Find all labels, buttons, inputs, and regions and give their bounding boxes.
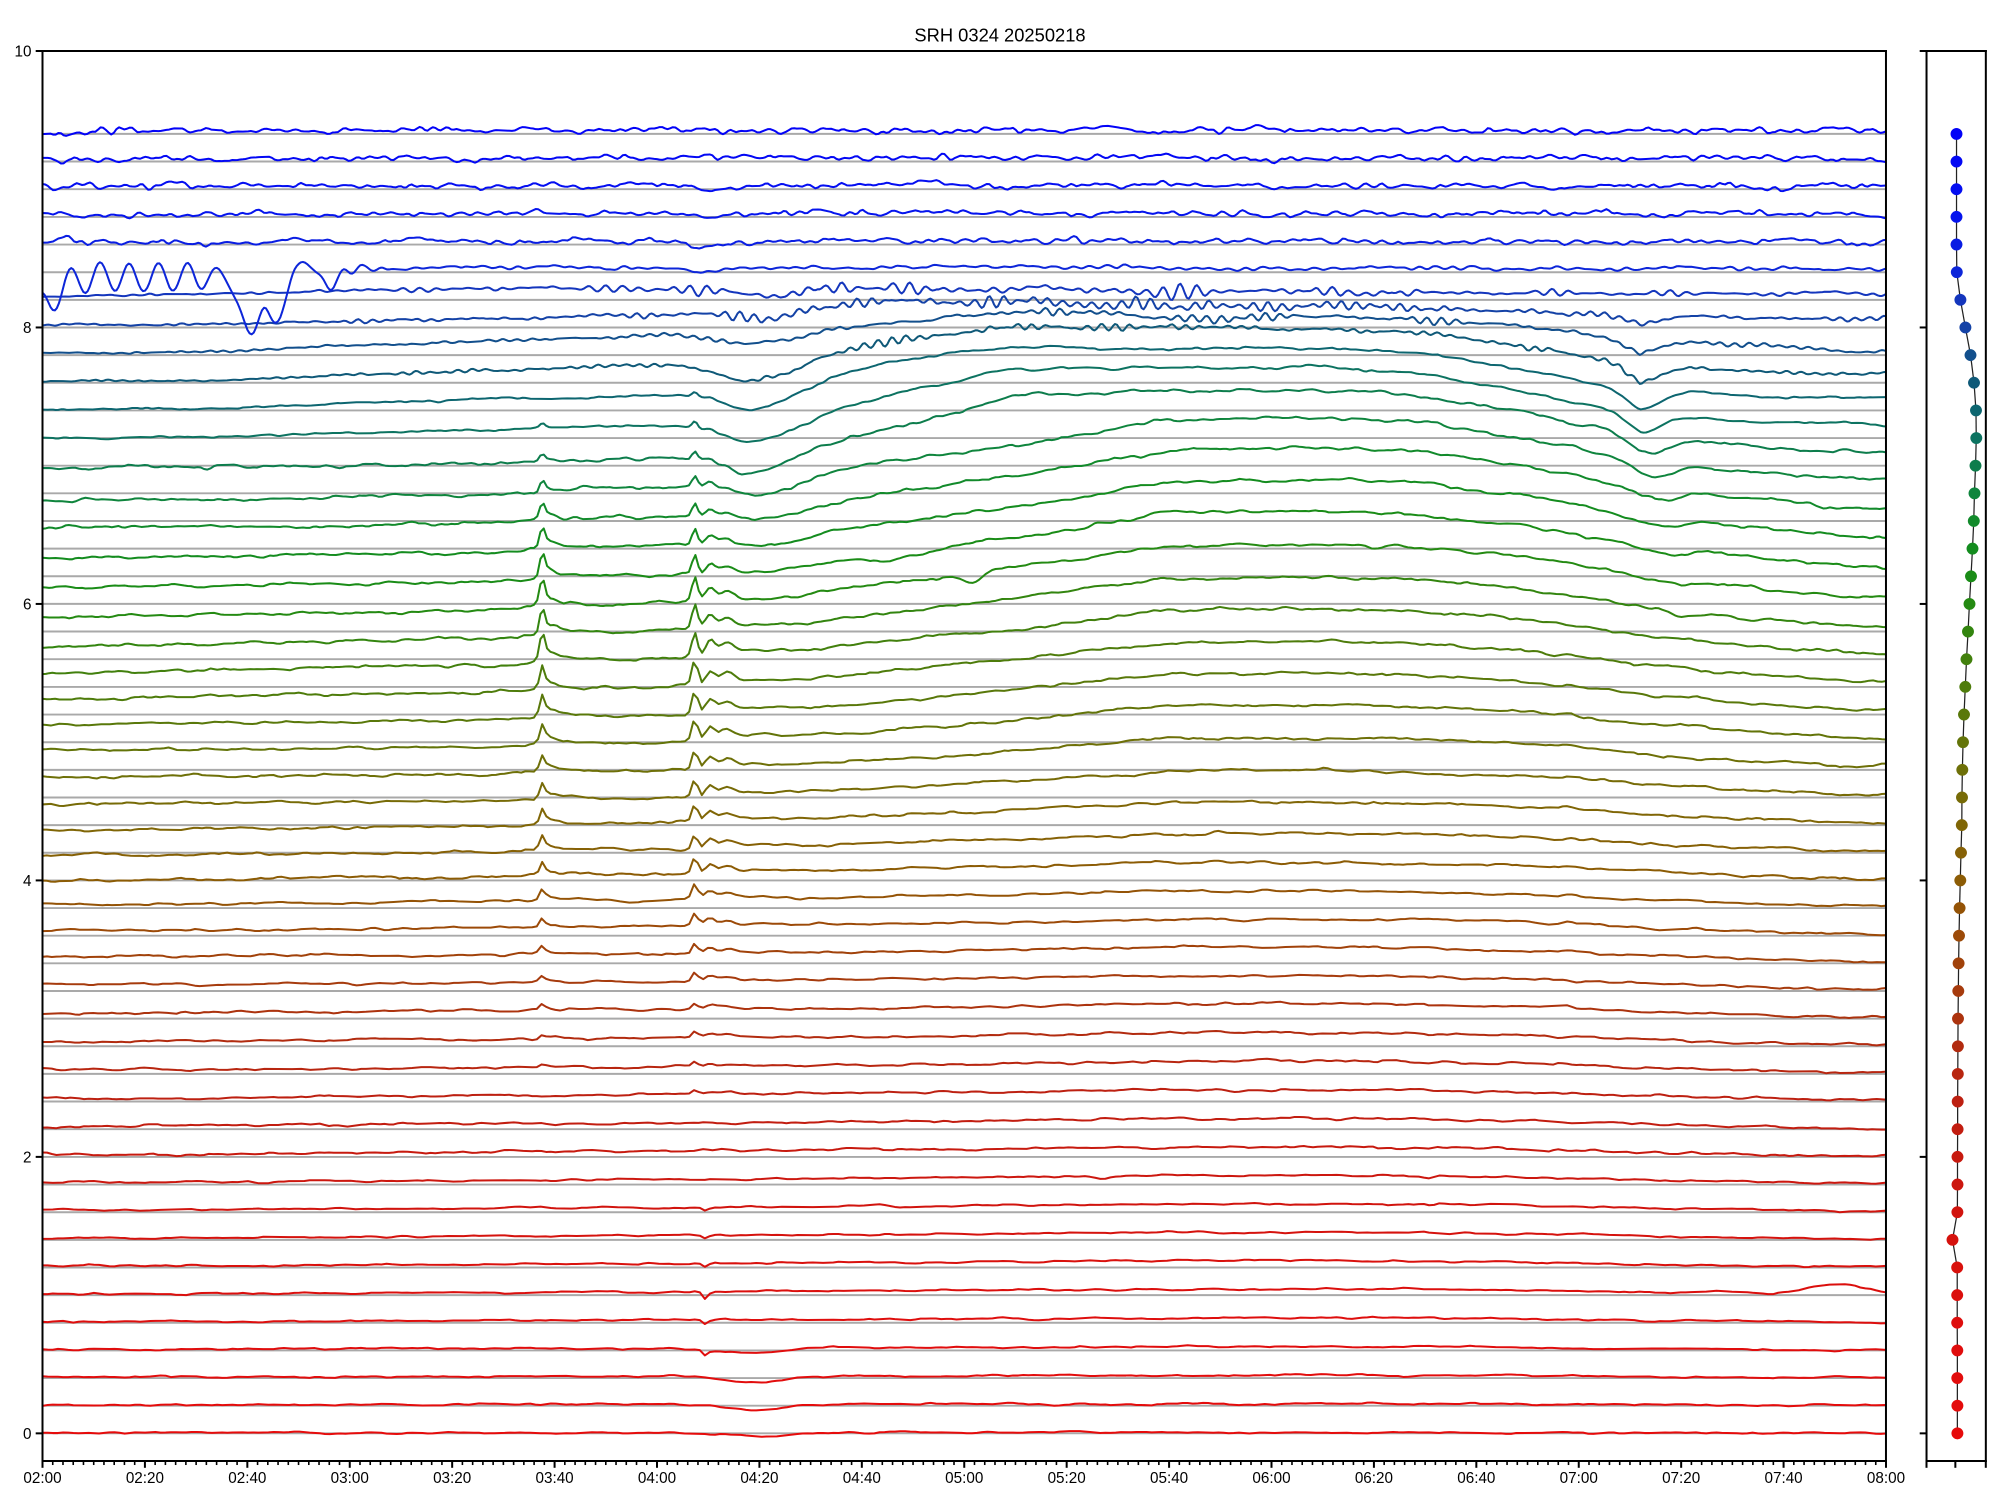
svg-text:06:20: 06:20 bbox=[1355, 1470, 1393, 1487]
svg-text:07:40: 07:40 bbox=[1764, 1470, 1802, 1487]
svg-text:06:40: 06:40 bbox=[1457, 1470, 1495, 1487]
svg-text:04:40: 04:40 bbox=[843, 1470, 881, 1487]
svg-text:0: 0 bbox=[23, 1426, 32, 1443]
svg-text:02:20: 02:20 bbox=[126, 1470, 164, 1487]
svg-text:07:00: 07:00 bbox=[1560, 1470, 1598, 1487]
svg-text:8: 8 bbox=[23, 320, 32, 337]
svg-text:06:00: 06:00 bbox=[1252, 1470, 1290, 1487]
svg-text:03:20: 03:20 bbox=[433, 1470, 471, 1487]
svg-text:02:00: 02:00 bbox=[23, 1470, 61, 1487]
svg-text:05:00: 05:00 bbox=[945, 1470, 983, 1487]
svg-text:02:40: 02:40 bbox=[228, 1470, 266, 1487]
svg-text:04:00: 04:00 bbox=[638, 1470, 676, 1487]
svg-text:05:20: 05:20 bbox=[1048, 1470, 1086, 1487]
svg-text:10: 10 bbox=[15, 44, 32, 61]
svg-text:07:20: 07:20 bbox=[1662, 1470, 1700, 1487]
svg-text:2: 2 bbox=[23, 1149, 32, 1166]
svg-text:05:40: 05:40 bbox=[1150, 1470, 1188, 1487]
svg-text:08:00: 08:00 bbox=[1867, 1470, 1905, 1487]
svg-text:4: 4 bbox=[23, 873, 32, 890]
svg-text:SRH 0324 20250218: SRH 0324 20250218 bbox=[914, 24, 1085, 45]
svg-text:04:20: 04:20 bbox=[740, 1470, 778, 1487]
svg-text:03:00: 03:00 bbox=[331, 1470, 369, 1487]
svg-text:03:40: 03:40 bbox=[535, 1470, 573, 1487]
svg-text:6: 6 bbox=[23, 596, 32, 613]
